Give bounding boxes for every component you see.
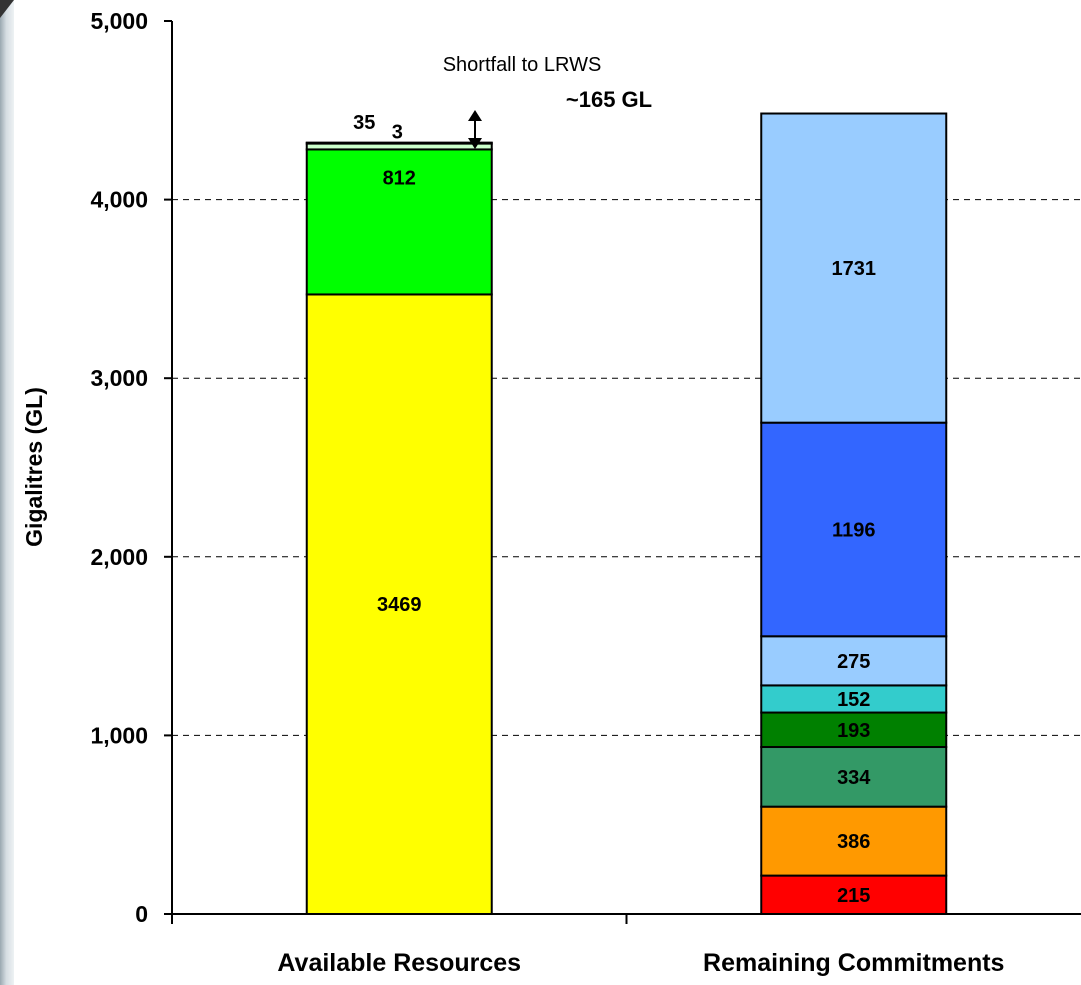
data-label: 3: [392, 122, 403, 144]
bars: 3469 812 35 3 215 386 334 193 152 275 1196 1731: [305, 112, 948, 916]
x-category-label: Remaining Commitments: [703, 949, 1004, 977]
bar-segment: [305, 293, 493, 916]
data-label: 1731: [832, 258, 877, 280]
data-label: 3469: [377, 594, 422, 616]
y-tick-label: 4,000: [90, 187, 148, 213]
data-label: 193: [837, 720, 870, 742]
shortfall-label: Shortfall to LRWS: [443, 54, 602, 76]
bar-segment: [760, 635, 948, 687]
x-categories: Available Resources Remaining Commitments: [171, 914, 1004, 977]
bar-segment: [760, 874, 948, 916]
y-tick-label: 3,000: [90, 365, 148, 391]
gridlines: [172, 199, 1081, 736]
y-tick-label: 0: [135, 901, 148, 927]
data-label: 386: [837, 831, 870, 853]
x-category-label: Available Resources: [277, 949, 521, 977]
data-label: 812: [383, 167, 416, 189]
bar-segment: [305, 148, 493, 296]
bar-segment: [305, 141, 493, 145]
bar-segment: [760, 746, 948, 808]
corner-marker: [0, 0, 14, 18]
data-label: 334: [837, 767, 871, 789]
y-tick-label: 5,000: [90, 8, 148, 34]
data-label: 35: [353, 112, 375, 134]
shortfall-annotation: Shortfall to LRWS ~165 GL: [443, 54, 652, 149]
data-label: 152: [837, 689, 870, 711]
data-label: 275: [837, 651, 870, 673]
shortfall-value: ~165 GL: [566, 87, 652, 112]
data-label: 1196: [832, 519, 875, 541]
bar-segment: [760, 421, 948, 638]
shortfall-double-arrow-icon: [468, 110, 482, 149]
y-tick-label: 1,000: [90, 722, 148, 748]
y-tick-label: 2,000: [90, 544, 148, 570]
y-axis-label: Gigalitres (GL): [21, 387, 47, 547]
bar-segment: [760, 112, 948, 424]
data-label: 215: [837, 885, 870, 907]
window-edge-strip: [0, 0, 14, 985]
y-ticks: 0 1,000 2,000 3,000 4,000 5,000: [90, 8, 172, 927]
